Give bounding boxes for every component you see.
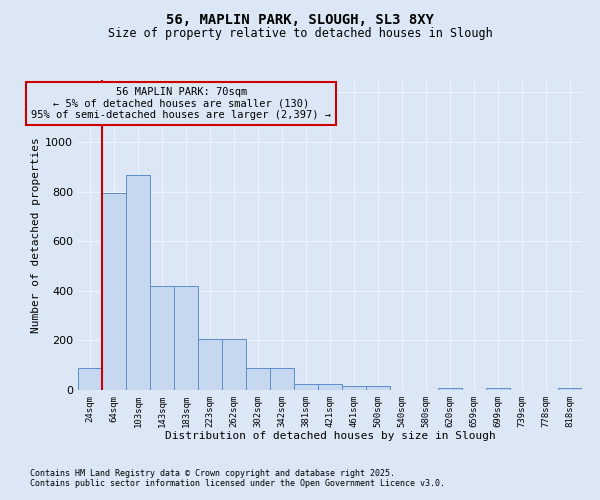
Bar xyxy=(558,388,582,390)
Text: Size of property relative to detached houses in Slough: Size of property relative to detached ho… xyxy=(107,28,493,40)
Bar xyxy=(294,384,318,390)
Bar xyxy=(222,339,246,390)
Bar xyxy=(486,388,510,390)
Text: 56 MAPLIN PARK: 70sqm
← 5% of detached houses are smaller (130)
95% of semi-deta: 56 MAPLIN PARK: 70sqm ← 5% of detached h… xyxy=(31,87,331,120)
Text: Contains public sector information licensed under the Open Government Licence v3: Contains public sector information licen… xyxy=(30,478,445,488)
Bar xyxy=(150,286,174,390)
Y-axis label: Number of detached properties: Number of detached properties xyxy=(31,137,41,333)
Bar xyxy=(438,388,462,390)
Bar xyxy=(102,193,126,390)
Bar xyxy=(270,368,294,390)
Bar xyxy=(198,339,222,390)
Bar xyxy=(174,286,198,390)
X-axis label: Distribution of detached houses by size in Slough: Distribution of detached houses by size … xyxy=(164,432,496,442)
Bar xyxy=(126,176,150,390)
Bar xyxy=(78,368,102,390)
Bar xyxy=(318,384,342,390)
Bar xyxy=(246,368,270,390)
Text: Contains HM Land Registry data © Crown copyright and database right 2025.: Contains HM Land Registry data © Crown c… xyxy=(30,468,395,477)
Bar xyxy=(342,386,366,390)
Bar xyxy=(366,386,390,390)
Text: 56, MAPLIN PARK, SLOUGH, SL3 8XY: 56, MAPLIN PARK, SLOUGH, SL3 8XY xyxy=(166,12,434,26)
